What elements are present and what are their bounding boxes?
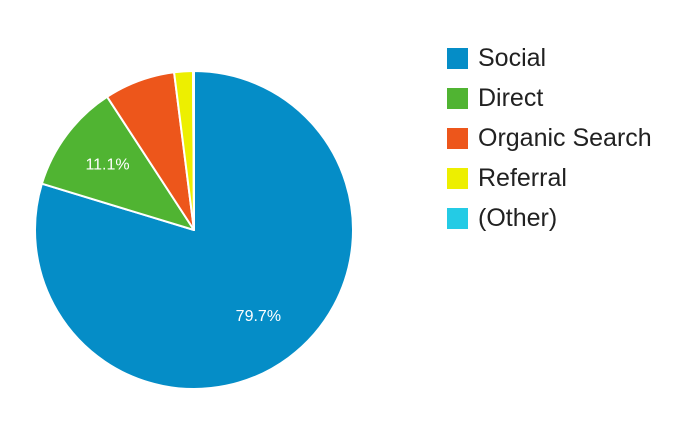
legend-label-direct[interactable]: Direct: [478, 84, 543, 112]
legend-swatch-other: [447, 208, 468, 229]
pie-slice-direct[interactable]: [40, 95, 195, 231]
chart-legend: Social Direct Organic Search Referral (Other…: [447, 44, 652, 232]
legend-label-referral[interactable]: Referral: [478, 164, 567, 192]
legend-swatch-direct: [447, 88, 468, 109]
legend-label-organic-search[interactable]: Organic Search: [478, 124, 652, 152]
legend-swatch-social: [447, 48, 468, 69]
pie-slice-other[interactable]: [192, 69, 195, 231]
legend-swatch-referral: [447, 168, 468, 189]
data-label-social: 79.7%: [236, 308, 281, 325]
legend-swatch-organic-search: [447, 128, 468, 149]
data-label-direct: 11.1%: [85, 156, 129, 173]
legend-label-social[interactable]: Social: [478, 44, 546, 72]
pie-slices: [34, 69, 354, 390]
pie-slice-labels: 79.7% 11.1%: [85, 156, 281, 325]
legend-label-other[interactable]: (Other): [478, 204, 557, 232]
